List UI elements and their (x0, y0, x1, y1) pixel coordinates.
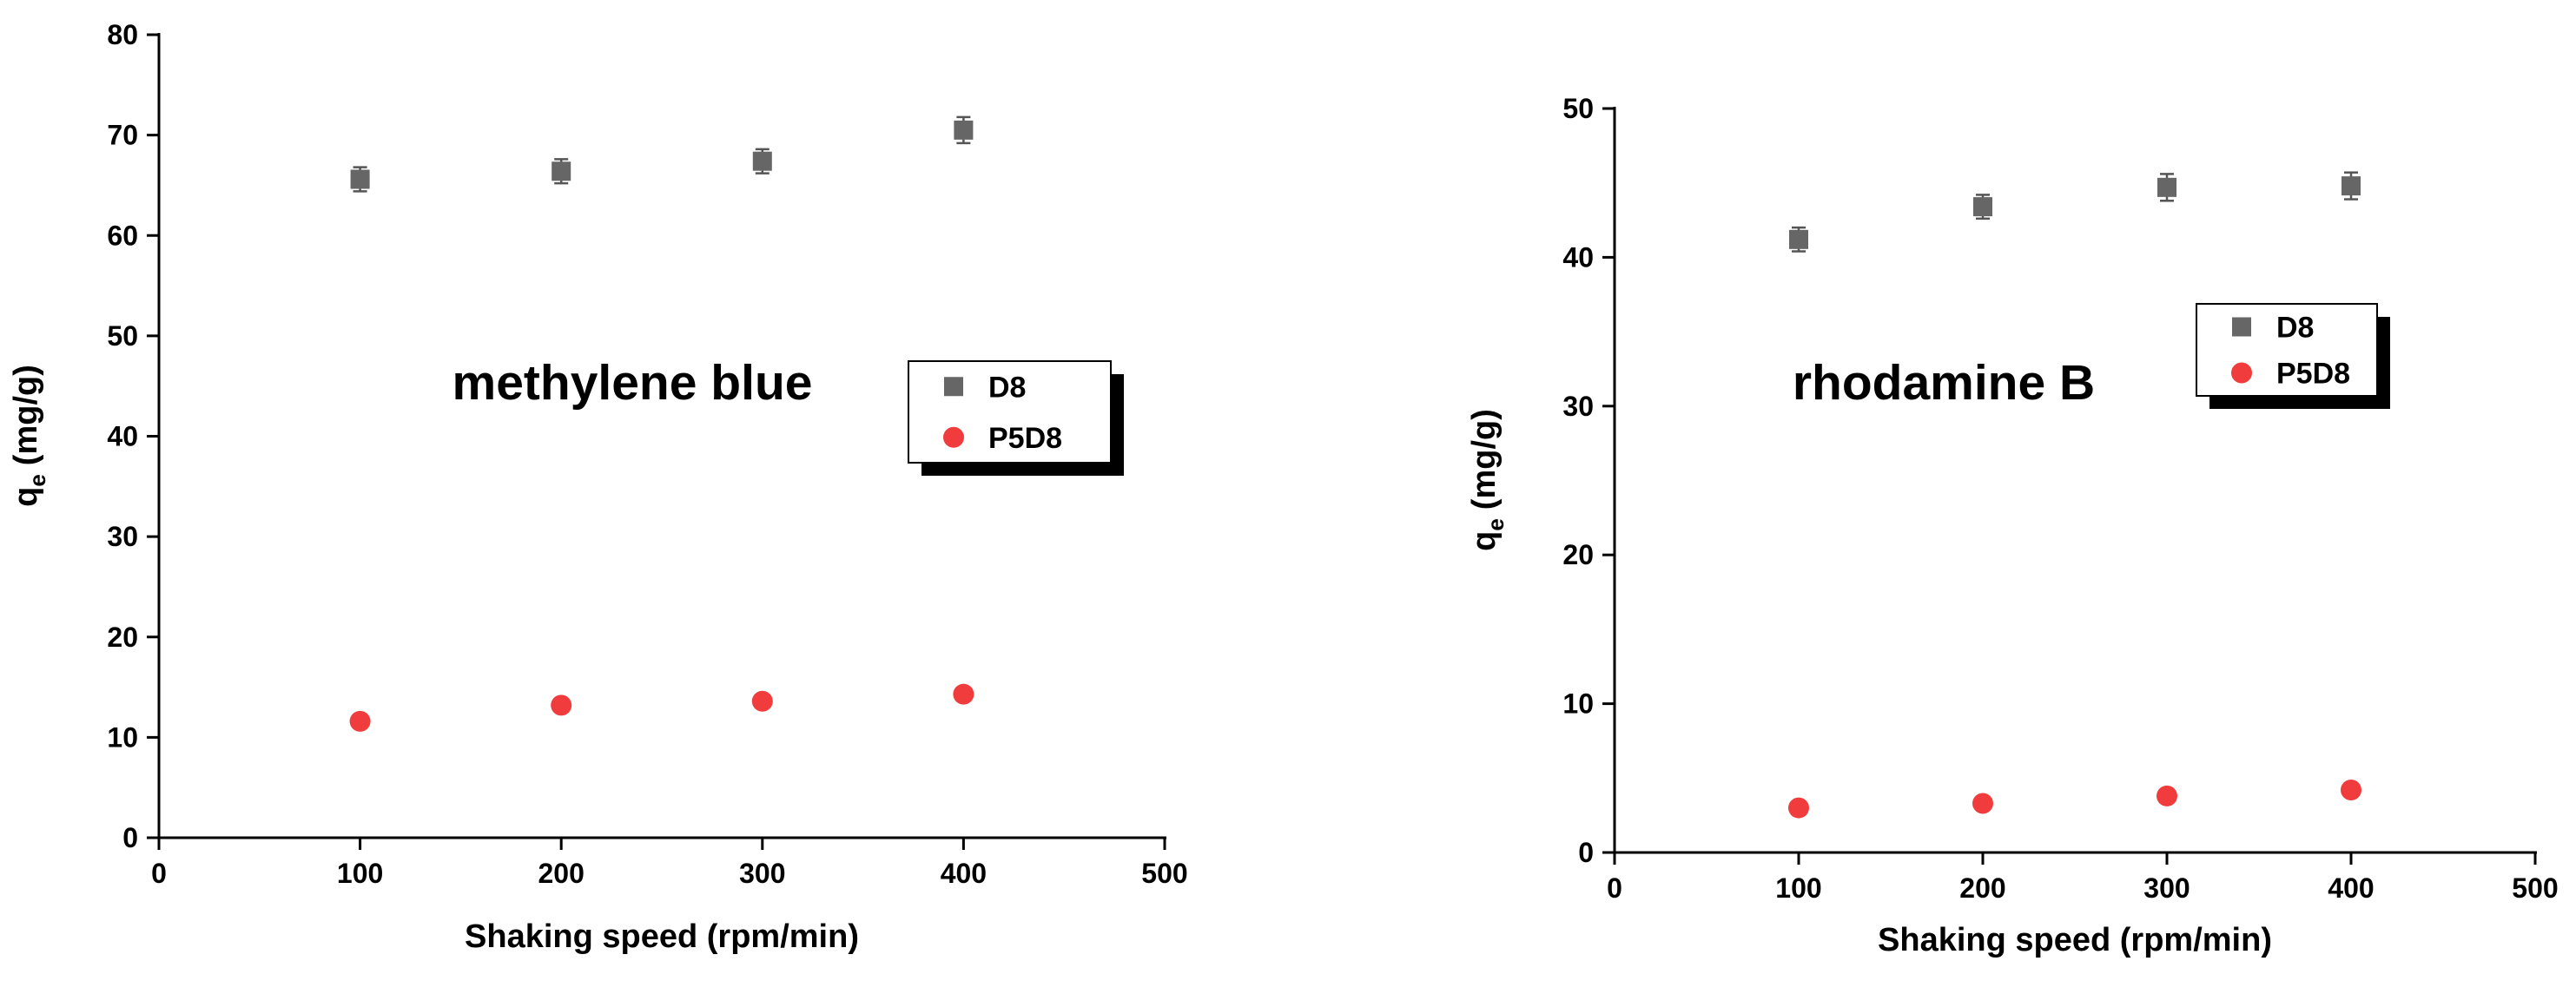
y-tick-label: 50 (107, 320, 138, 352)
y-tick-label: 0 (1578, 837, 1594, 868)
legend-label: P5D8 (2276, 358, 2350, 391)
x-tick-label: 500 (2512, 872, 2558, 904)
x-tick-label: 400 (2328, 872, 2374, 904)
y-axis-title-unit: (mg/g) (1466, 409, 1503, 510)
y-axis-title-main: q (1466, 531, 1503, 551)
y-axis-title-main: q (8, 487, 44, 507)
y-axis-title: qe (mg/g) (1466, 409, 1509, 551)
point (551, 694, 572, 716)
point (2341, 780, 2361, 801)
legend-label: P5D8 (988, 422, 1062, 455)
point (751, 690, 773, 712)
point (552, 161, 571, 181)
x-tick-label: 0 (151, 858, 167, 889)
legend-marker (943, 426, 964, 448)
x-axis-title: Shaking speed (rpm/min) (1878, 922, 2272, 958)
point (349, 710, 371, 732)
legend (908, 360, 1112, 464)
y-tick-label: 0 (122, 822, 138, 853)
y-axis-title-sub: e (1483, 518, 1509, 530)
x-tick-label: 100 (1775, 872, 1821, 904)
point (2342, 176, 2361, 196)
x-tick-label: 300 (2143, 872, 2190, 904)
x-axis-title: Shaking speed (rpm/min) (465, 918, 859, 955)
point (752, 151, 772, 171)
point (2157, 177, 2176, 197)
x-tick-label: 300 (739, 858, 785, 889)
point (953, 683, 974, 705)
y-tick-label: 70 (107, 120, 138, 151)
x-tick-label: 400 (941, 858, 987, 889)
legend-marker (2232, 317, 2251, 337)
y-tick-label: 60 (107, 220, 138, 251)
y-axis-title: qe (mg/g) (8, 365, 50, 507)
y-tick-label: 50 (1562, 93, 1594, 124)
y-tick-label: 40 (107, 421, 138, 452)
y-tick-label: 10 (107, 721, 138, 753)
annotation: methylene blue (452, 355, 813, 411)
x-tick-label: 200 (1959, 872, 2005, 904)
point (1972, 793, 1993, 814)
point (1789, 229, 1808, 249)
x-tick-label: 200 (538, 858, 585, 889)
point (1973, 197, 1992, 217)
legend-marker (944, 377, 963, 397)
y-tick-label: 40 (1562, 241, 1594, 273)
x-tick-label: 500 (1141, 858, 1187, 889)
y-tick-label: 80 (107, 19, 138, 50)
legend (2196, 303, 2378, 397)
legend-label: D8 (988, 371, 1026, 404)
y-axis-title-unit: (mg/g) (8, 365, 44, 465)
y-axis-title-sub: e (24, 474, 50, 486)
point (954, 120, 974, 140)
x-tick-label: 0 (1607, 872, 1622, 904)
point (1788, 797, 1809, 819)
point (350, 169, 370, 189)
legend-label: D8 (2276, 312, 2314, 345)
y-tick-label: 30 (107, 521, 138, 552)
y-tick-label: 10 (1562, 688, 1594, 720)
y-tick-label: 30 (1562, 391, 1594, 422)
y-tick-label: 20 (1562, 539, 1594, 570)
legend-marker (2231, 362, 2252, 384)
y-tick-label: 20 (107, 622, 138, 653)
x-tick-label: 100 (337, 858, 383, 889)
annotation: rhodamine B (1793, 355, 2095, 411)
point (2157, 785, 2177, 806)
